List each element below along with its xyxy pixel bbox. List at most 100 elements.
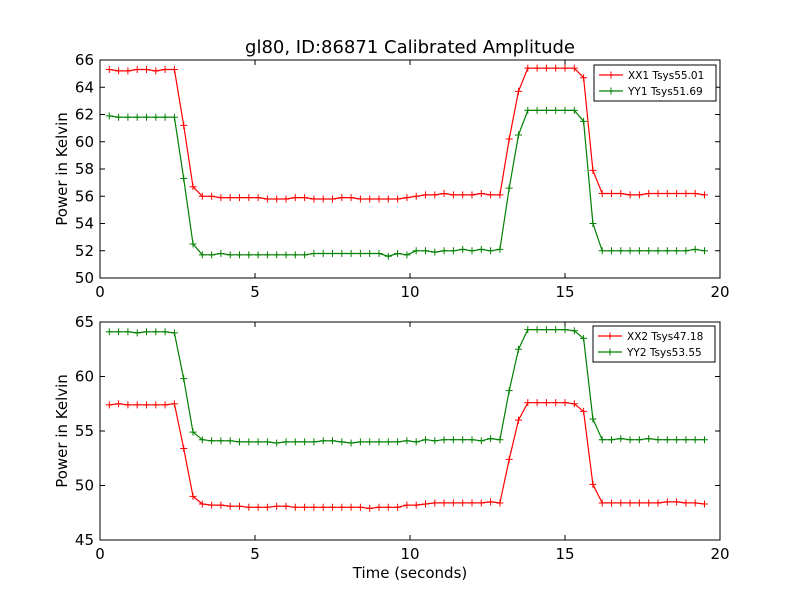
- data-point: [263, 251, 271, 259]
- data-point: [617, 499, 625, 507]
- data-point: [329, 195, 336, 203]
- data-point: [384, 503, 392, 511]
- data-point: [589, 220, 597, 227]
- data-point: [282, 438, 290, 446]
- data-point: [459, 245, 467, 253]
- data-point: [431, 437, 439, 445]
- data-point: [217, 194, 225, 202]
- data-point: [254, 251, 262, 259]
- data-point: [449, 436, 457, 444]
- data-point: [673, 247, 681, 255]
- data-point: [236, 251, 243, 259]
- data-point: [654, 190, 662, 198]
- data-point: [301, 438, 309, 446]
- data-point: [301, 194, 309, 202]
- data-point: [226, 251, 234, 259]
- data-point: [152, 401, 160, 409]
- data-point: [329, 249, 336, 257]
- data-point: [226, 194, 234, 202]
- series-yy2: [105, 326, 708, 447]
- data-point: [356, 249, 364, 257]
- series-xx1: [105, 64, 708, 203]
- data-point: [208, 501, 216, 509]
- x-tick-label: 20: [710, 283, 729, 301]
- x-tick-label: 10: [400, 283, 419, 301]
- data-point: [449, 499, 457, 507]
- data-point: [384, 195, 392, 203]
- data-point: [533, 64, 541, 72]
- data-point: [245, 194, 253, 202]
- data-point: [505, 135, 513, 143]
- data-point: [422, 247, 429, 255]
- data-point: [459, 436, 467, 444]
- data-point: [366, 438, 374, 446]
- data-point: [645, 499, 653, 507]
- data-point: [198, 436, 206, 444]
- data-point: [301, 503, 309, 511]
- legend-marker: [607, 71, 615, 79]
- data-point: [422, 436, 429, 444]
- data-point: [663, 247, 671, 255]
- data-point: [394, 438, 402, 446]
- data-point: [152, 67, 160, 75]
- data-point: [580, 407, 588, 415]
- data-point: [561, 326, 569, 334]
- data-point: [133, 329, 141, 337]
- data-point: [291, 438, 299, 446]
- data-point: [198, 500, 206, 508]
- data-point: [124, 328, 132, 336]
- data-point: [105, 401, 113, 409]
- data-point: [580, 117, 588, 125]
- data-point: [701, 247, 708, 255]
- y-tick-label: 54: [75, 215, 94, 233]
- data-point: [617, 247, 625, 255]
- data-point: [366, 195, 374, 203]
- data-point: [468, 191, 476, 199]
- data-point: [598, 436, 606, 444]
- data-point: [598, 499, 606, 507]
- data-point: [440, 436, 448, 444]
- data-point: [347, 249, 355, 257]
- data-point: [663, 190, 671, 198]
- data-point: [542, 64, 550, 72]
- series-yy1: [105, 106, 708, 260]
- data-point: [580, 74, 588, 82]
- figure-title: gl80, ID:86871 Calibrated Amplitude: [245, 37, 575, 58]
- data-point: [431, 248, 439, 256]
- data-point: [422, 500, 429, 508]
- data-point: [673, 498, 681, 506]
- data-point: [589, 166, 597, 174]
- data-point: [645, 247, 653, 255]
- data-point: [477, 190, 485, 198]
- data-point: [394, 503, 402, 511]
- data-point: [161, 66, 169, 74]
- data-point: [273, 195, 281, 203]
- data-point: [263, 503, 271, 511]
- y-tick-label: 60: [75, 133, 94, 151]
- data-point: [635, 191, 643, 199]
- x-tick-label: 0: [95, 545, 105, 563]
- y-tick-label: 58: [75, 160, 94, 178]
- x-tick-label: 15: [555, 545, 574, 563]
- data-point: [682, 190, 690, 198]
- x-tick-label: 15: [555, 283, 574, 301]
- data-point: [673, 436, 681, 444]
- data-point: [161, 401, 169, 409]
- data-point: [663, 436, 671, 444]
- data-point: [115, 400, 123, 408]
- y-tick-label: 55: [75, 422, 94, 440]
- data-point: [338, 249, 346, 257]
- data-point: [198, 192, 206, 200]
- data-point: [626, 436, 634, 444]
- data-point: [273, 502, 281, 510]
- data-point: [273, 251, 281, 259]
- data-point: [617, 190, 625, 198]
- data-point: [310, 503, 318, 511]
- data-point: [384, 438, 392, 446]
- data-point: [654, 436, 662, 444]
- y-tick-label: 66: [75, 51, 94, 69]
- data-point: [477, 499, 485, 507]
- legend-item: YY2 Tsys53.55: [598, 347, 702, 359]
- data-point: [254, 503, 262, 511]
- data-point: [561, 399, 569, 407]
